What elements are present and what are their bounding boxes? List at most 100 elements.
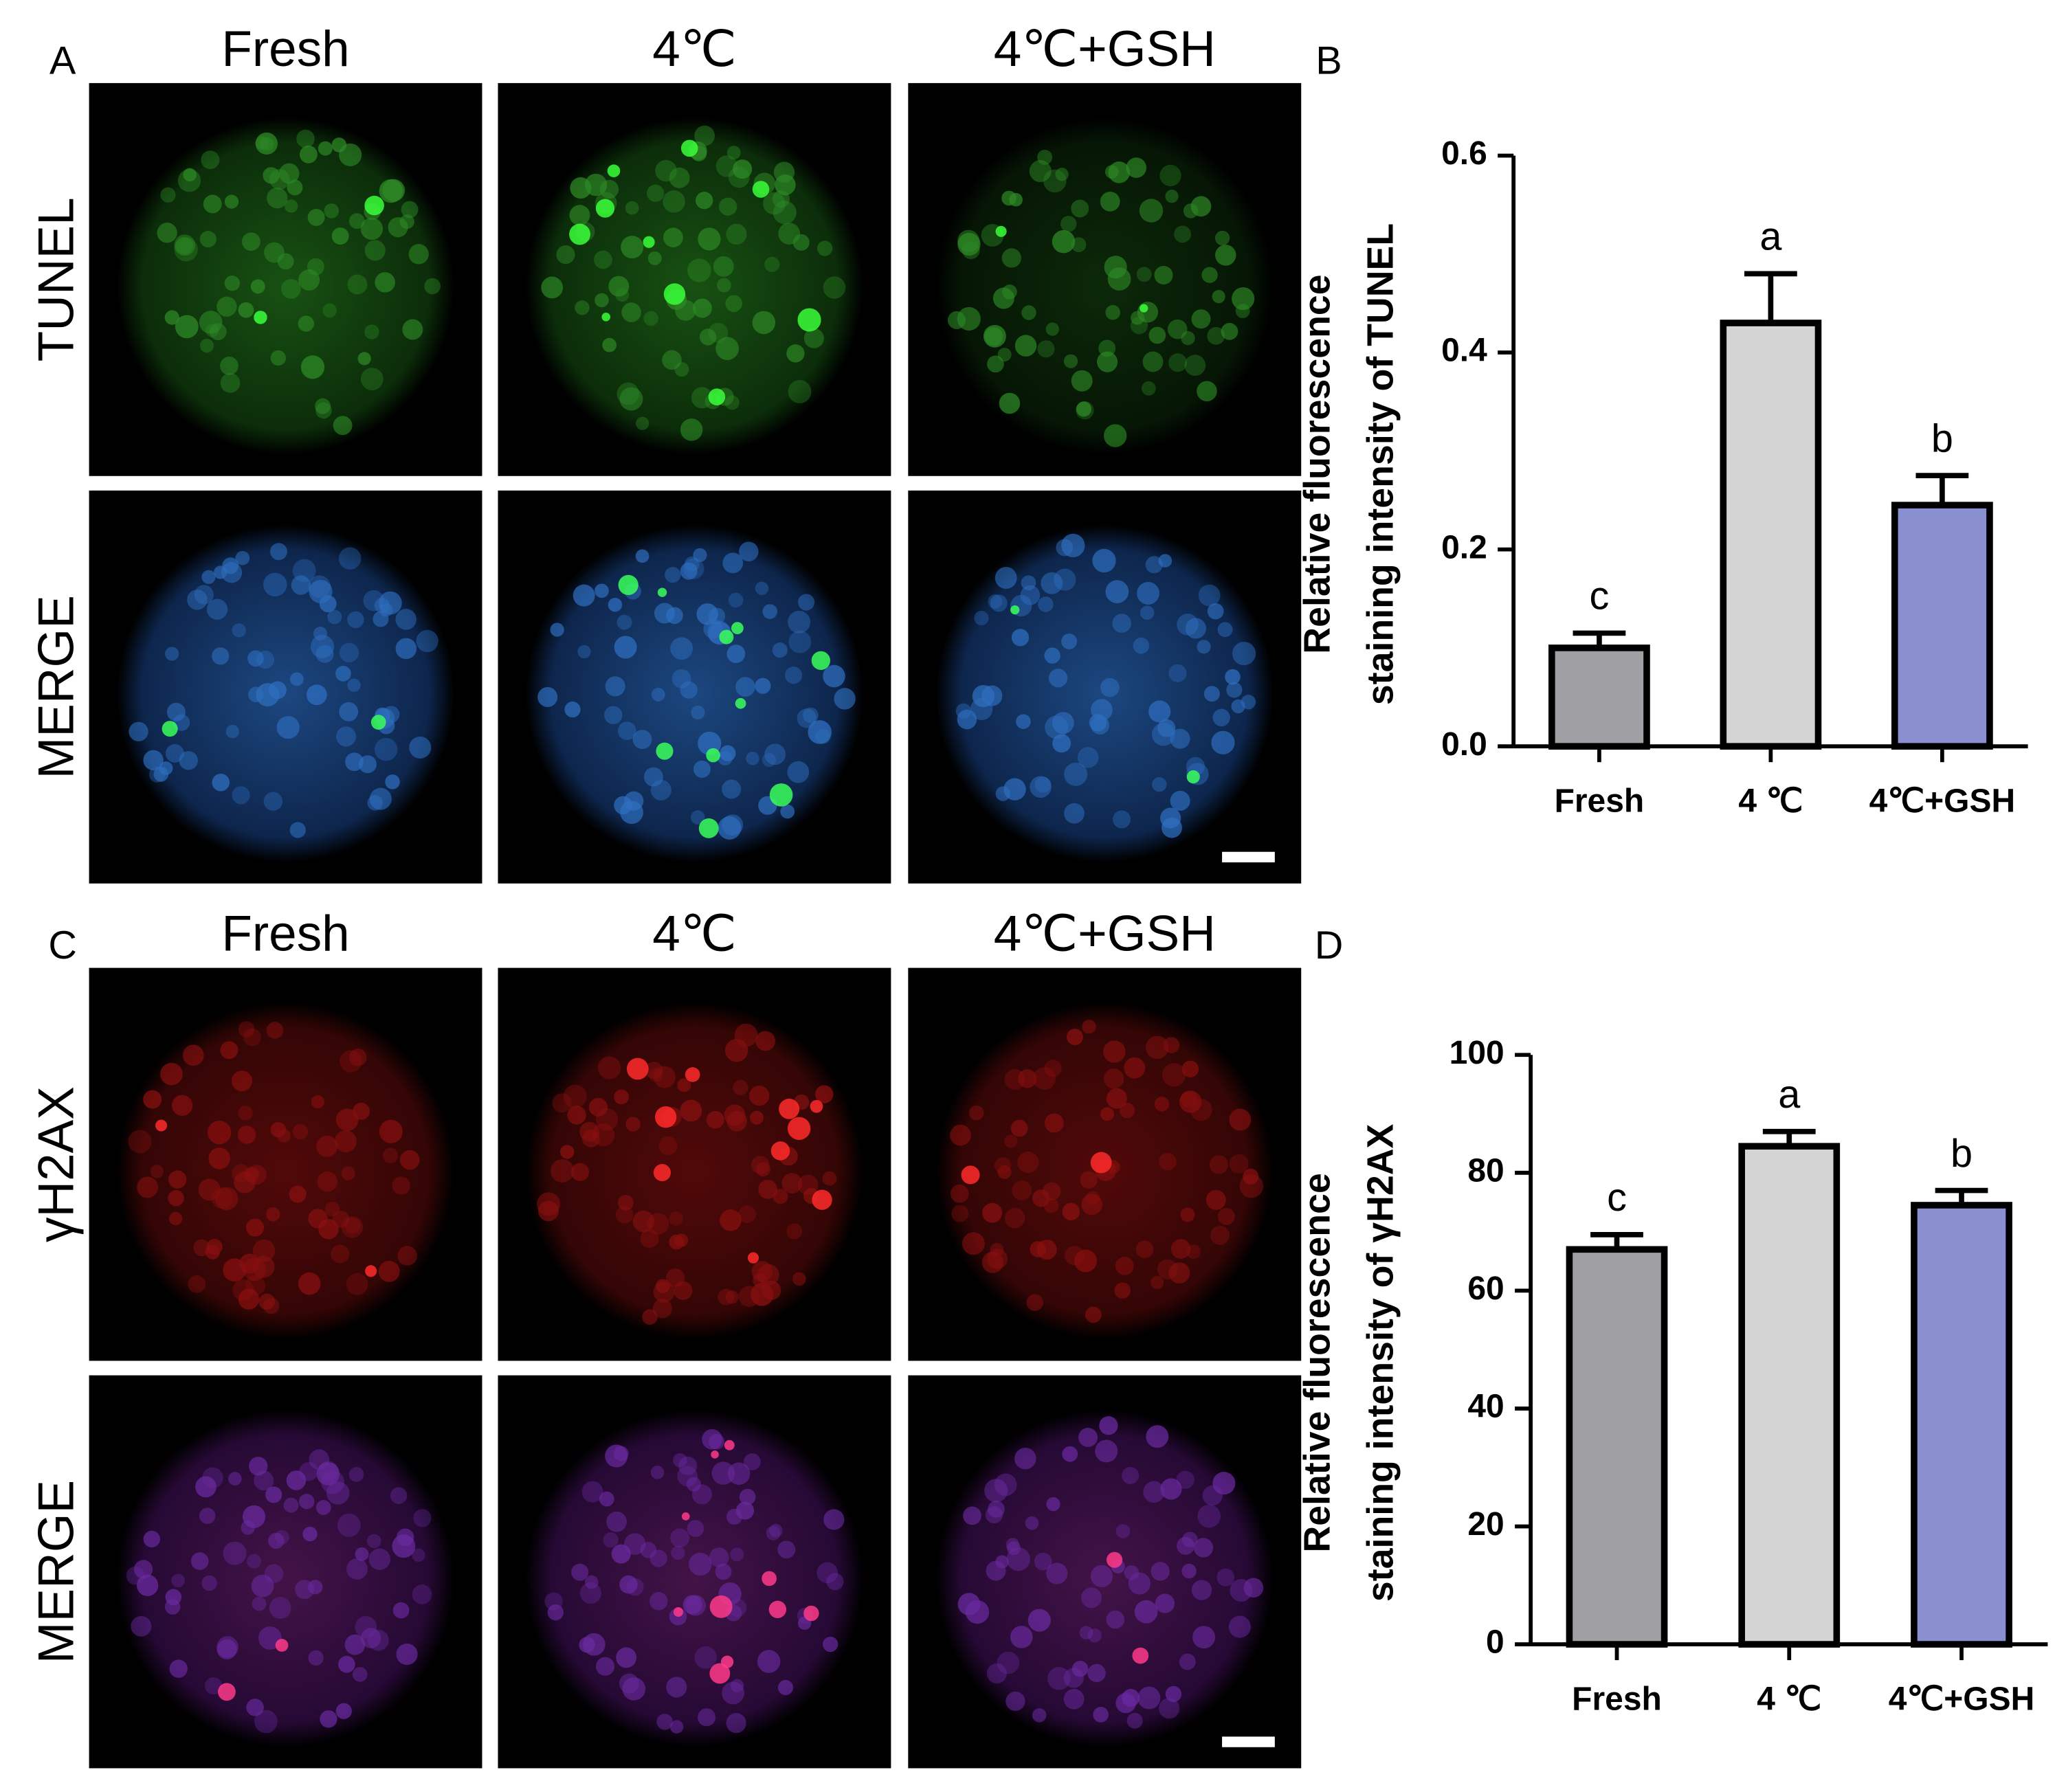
- nucleus: [1010, 1626, 1033, 1648]
- bright-nucleus: [787, 1117, 811, 1141]
- nucleus: [1243, 1168, 1259, 1185]
- nucleus: [773, 201, 797, 225]
- nucleus: [344, 1217, 361, 1234]
- nucleus: [1148, 700, 1171, 723]
- nucleus: [762, 752, 777, 768]
- nucleus: [608, 597, 623, 612]
- nucleus: [984, 1479, 1008, 1503]
- nucleus: [368, 1548, 391, 1570]
- y-axis-label: Relative fluorescence: [1296, 1173, 1337, 1552]
- nucleus: [306, 684, 327, 706]
- nucleus: [950, 1124, 971, 1146]
- nucleus: [395, 638, 417, 660]
- bar: [1566, 1246, 1668, 1648]
- nucleus: [366, 1534, 381, 1549]
- nucleus: [680, 418, 703, 441]
- micrographs: [89, 82, 1302, 1769]
- nucleus: [245, 1218, 265, 1237]
- nucleus: [685, 1595, 707, 1616]
- nucleus: [265, 1207, 280, 1222]
- nucleus: [188, 1275, 206, 1293]
- nucleus: [1112, 810, 1131, 829]
- nucleus: [1001, 248, 1021, 268]
- nucleus: [385, 774, 400, 789]
- nucleus: [269, 169, 290, 190]
- column-header: 4℃+GSH: [994, 906, 1216, 962]
- nucleus: [238, 1106, 253, 1121]
- bright-nucleus: [365, 1265, 377, 1277]
- nucleus: [374, 737, 398, 761]
- nucleus: [720, 1209, 742, 1231]
- nucleus: [987, 355, 1004, 373]
- nucleus: [1100, 1107, 1114, 1121]
- nucleus: [608, 276, 630, 297]
- nucleus: [254, 1470, 274, 1491]
- nucleus: [177, 169, 201, 192]
- nucleus: [746, 752, 759, 765]
- bright-nucleus: [803, 1605, 819, 1622]
- nucleus: [1193, 1538, 1214, 1558]
- nucleus: [212, 773, 230, 792]
- nucleus: [826, 1573, 844, 1591]
- nucleus: [650, 1466, 665, 1479]
- nucleus: [726, 1110, 747, 1132]
- y-tick-label: 60: [1467, 1270, 1504, 1307]
- nucleus: [683, 558, 704, 579]
- nucleus: [725, 1290, 739, 1304]
- nucleus: [375, 272, 395, 293]
- nucleus: [1214, 230, 1230, 246]
- nucleus: [344, 1634, 366, 1655]
- nucleus: [1180, 1207, 1195, 1222]
- nucleus: [773, 161, 795, 183]
- y-tick-label: 0.6: [1441, 135, 1487, 172]
- nucleus: [335, 665, 351, 682]
- nucleus: [169, 1659, 188, 1678]
- bright-nucleus: [681, 1512, 690, 1521]
- nucleus: [254, 1710, 278, 1734]
- nucleus: [614, 1089, 629, 1105]
- bright-nucleus: [275, 1639, 289, 1652]
- nucleus: [399, 1150, 420, 1170]
- nucleus: [595, 1657, 615, 1676]
- bright-nucleus: [1186, 770, 1200, 784]
- nucleus: [299, 1494, 315, 1510]
- nucleus: [997, 1651, 1020, 1675]
- nucleus: [632, 1210, 655, 1233]
- nucleus: [379, 1119, 403, 1143]
- nucleus: [243, 1257, 266, 1281]
- nucleus: [693, 548, 707, 562]
- nucleus: [951, 1205, 969, 1222]
- nucleus: [788, 610, 811, 634]
- nucleus: [1229, 1154, 1249, 1174]
- nucleus: [735, 677, 755, 697]
- nucleus: [360, 217, 384, 240]
- nucleus: [1180, 1090, 1197, 1108]
- nucleus: [722, 552, 744, 574]
- bright-nucleus: [720, 1655, 734, 1668]
- nucleus: [615, 1205, 634, 1224]
- nucleus: [744, 1453, 761, 1470]
- nucleus: [1232, 287, 1255, 311]
- nucleus: [1181, 1532, 1198, 1548]
- nucleus: [624, 791, 644, 811]
- nucleus: [190, 1552, 209, 1570]
- nucleus: [388, 217, 408, 238]
- nucleus: [220, 373, 241, 393]
- nucleus: [1210, 1225, 1230, 1245]
- nucleus: [412, 1584, 432, 1604]
- nucleus: [1159, 1152, 1177, 1171]
- nucleus: [755, 581, 769, 595]
- nucleus: [1106, 1610, 1125, 1629]
- nucleus: [670, 1528, 690, 1548]
- nucleus: [1186, 1244, 1201, 1259]
- nucleus: [1021, 305, 1036, 320]
- nucleus: [699, 328, 717, 346]
- bright-nucleus: [961, 1165, 980, 1185]
- nucleus: [748, 1085, 770, 1106]
- nucleus: [957, 1593, 981, 1615]
- nucleus: [797, 594, 815, 611]
- nucleus: [307, 208, 325, 226]
- nucleus: [611, 1544, 631, 1564]
- y-tick-label: 20: [1467, 1506, 1504, 1543]
- nucleus: [258, 1293, 276, 1310]
